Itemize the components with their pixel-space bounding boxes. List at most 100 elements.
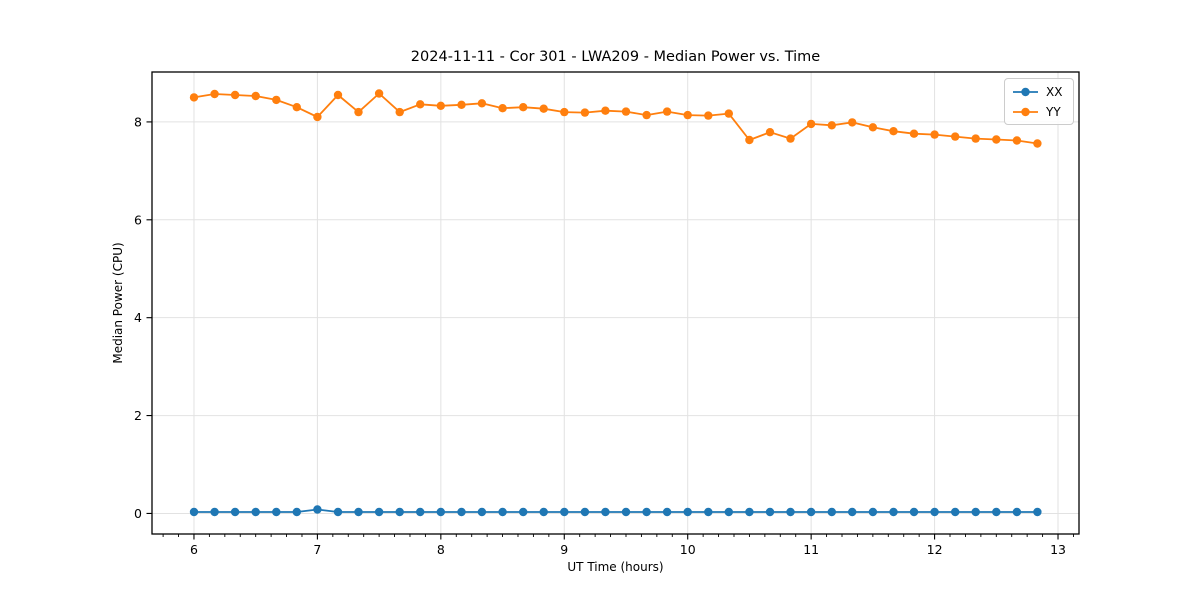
data-point — [868, 123, 878, 132]
data-point — [333, 90, 343, 100]
data-point — [662, 107, 672, 116]
data-point — [477, 507, 487, 517]
x-tick-label: 12 — [927, 542, 943, 557]
data-point — [210, 507, 219, 517]
data-point — [498, 507, 507, 517]
data-point — [662, 507, 672, 517]
data-point — [992, 135, 1001, 144]
x-axis-label: UT Time (hours) — [567, 560, 664, 574]
gridlines — [152, 72, 1079, 534]
legend-item-yy: YY — [1012, 103, 1065, 120]
data-point — [1012, 507, 1022, 517]
data-point — [580, 507, 590, 517]
data-point — [539, 507, 548, 517]
legend-line-marker-icon — [1013, 87, 1038, 96]
data-point — [971, 134, 980, 143]
data-point — [416, 507, 425, 517]
legend-label: YY — [1046, 104, 1061, 119]
data-point — [539, 104, 548, 113]
data-point — [251, 91, 260, 101]
data-point — [642, 507, 651, 517]
legend-label: XX — [1046, 84, 1063, 99]
data-point — [560, 507, 569, 517]
data-point — [354, 107, 363, 117]
data-point — [621, 507, 631, 517]
data-point — [889, 507, 898, 517]
data-point — [457, 507, 466, 517]
y-ticks: 0 2 4 6 8 — [134, 114, 152, 521]
data-point — [189, 93, 199, 102]
data-point — [477, 99, 487, 108]
data-point — [580, 108, 590, 117]
data-point — [230, 90, 240, 100]
data-point — [889, 127, 898, 136]
legend-item-xx: XX — [1012, 83, 1065, 100]
y-tick-label: 0 — [134, 506, 142, 521]
data-point — [374, 89, 384, 98]
data-point — [519, 103, 528, 112]
data-point — [930, 130, 939, 139]
data-point — [251, 507, 260, 517]
chart-title: 2024-11-11 - Cor 301 - LWA209 - Median P… — [410, 49, 821, 65]
x-tick-label: 13 — [1050, 542, 1066, 557]
data-point — [1012, 136, 1022, 145]
data-point — [868, 507, 878, 517]
data-point — [560, 107, 569, 117]
data-point — [621, 107, 631, 116]
data-point — [848, 507, 857, 517]
data-point — [724, 507, 733, 517]
data-point — [498, 104, 507, 113]
data-point — [909, 507, 919, 517]
data-point — [210, 89, 219, 99]
y-tick-label: 8 — [134, 114, 142, 129]
data-point — [189, 507, 199, 517]
data-point — [992, 507, 1001, 517]
x-tick-label: 8 — [437, 542, 445, 557]
data-point — [1033, 139, 1042, 148]
x-tick-label: 9 — [560, 542, 568, 557]
data-point — [848, 118, 857, 127]
x-tick-label: 11 — [803, 542, 819, 557]
data-point — [272, 507, 281, 517]
x-tick-label: 6 — [190, 542, 198, 557]
data-point — [765, 128, 775, 137]
data-point — [374, 507, 384, 517]
data-point — [745, 507, 754, 517]
data-point — [971, 507, 980, 517]
y-tick-label: 2 — [134, 408, 142, 423]
data-point — [230, 507, 240, 517]
data-point — [292, 507, 301, 517]
data-point — [395, 507, 404, 517]
axes-spines — [151, 71, 1080, 535]
data-point — [827, 121, 836, 130]
data-point — [724, 109, 733, 118]
data-point — [436, 101, 445, 111]
data-point — [457, 100, 466, 110]
data-point — [416, 100, 425, 109]
data-point — [395, 107, 404, 117]
data-point — [601, 106, 610, 115]
data-point — [951, 507, 960, 517]
legend-line-marker-icon — [1013, 107, 1038, 116]
series-xx — [189, 505, 1042, 517]
data-point — [786, 507, 795, 517]
data-point — [683, 507, 692, 517]
data-point — [333, 507, 343, 517]
data-point — [704, 111, 713, 120]
data-point — [806, 507, 816, 517]
data-point — [354, 507, 363, 517]
data-point — [827, 507, 836, 517]
data-point — [683, 110, 692, 120]
data-point — [436, 507, 445, 517]
data-point — [1033, 507, 1042, 517]
y-tick-label: 6 — [134, 212, 142, 227]
data-point — [909, 129, 919, 138]
data-point — [642, 110, 651, 120]
data-point — [601, 507, 610, 517]
data-point — [704, 507, 713, 517]
data-point — [765, 507, 775, 517]
data-point — [272, 95, 281, 105]
x-ticks: 6 7 8 9 10 11 12 13 — [190, 534, 1066, 557]
y-tick-label: 4 — [134, 310, 142, 325]
